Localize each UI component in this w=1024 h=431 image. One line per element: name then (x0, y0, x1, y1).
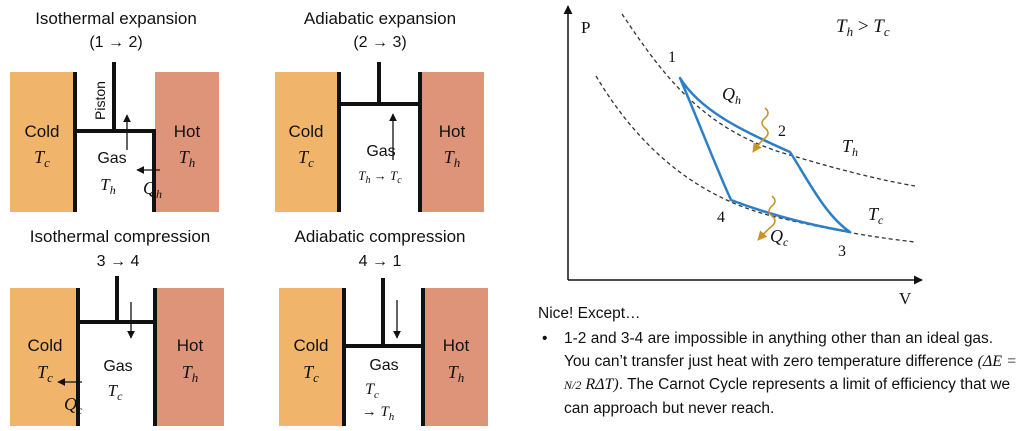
notes-text-b: . The Carnot Cycle represents a limit of… (564, 376, 1011, 417)
cold-label: Cold (289, 122, 324, 141)
hot-label: Hot (177, 336, 204, 355)
isotherm-hot-label: Th (842, 136, 858, 159)
notes: Nice! Except… • 1-2 and 3-4 are impossib… (538, 302, 1018, 420)
gas-temp-target: → Th (362, 404, 395, 423)
temperature-condition: Th > Tc (836, 16, 890, 39)
isotherm-hot (621, 13, 916, 187)
gas-label: Gas (103, 358, 132, 375)
piston-label: Piston (92, 81, 108, 120)
cold-label: Cold (28, 336, 63, 355)
gas-chamber (346, 346, 422, 426)
hot-reservoir (155, 72, 219, 212)
panel-isothermal-compression: Isothermal compression 3 → 4 Cold Tc Hot… (10, 227, 224, 426)
panel-title: Isothermal expansion (35, 9, 197, 28)
gas-chamber (341, 104, 419, 212)
hot-label: Hot (174, 122, 201, 141)
p-axis-label: P (581, 18, 590, 37)
panel-isothermal-expansion: Isothermal expansion (1 → 2) Piston Cold… (10, 9, 219, 212)
gas-label: Gas (366, 143, 395, 160)
cold-label: Cold (25, 122, 60, 141)
bullet-dot: • (542, 330, 548, 347)
notes-bullet: • 1-2 and 3-4 are impossible in anything… (538, 327, 1018, 420)
panel-step: (1 → 2) (89, 34, 142, 51)
point-1: 1 (668, 49, 676, 66)
cold-reservoir (10, 288, 77, 426)
panel-step: 3 → 4 (97, 253, 140, 270)
isotherm-cold (595, 75, 916, 243)
isotherm-cold-label: Tc (868, 204, 884, 227)
point-4: 4 (717, 209, 725, 226)
pv-diagram: P V Th > Tc Th Tc 1 2 3 4 Qh Qc (563, 5, 923, 308)
panel-adiabatic-expansion: Adiabatic expansion (2 → 3) Cold Tc Hot … (275, 9, 484, 212)
heat-out-label: Qc (770, 226, 789, 249)
panel-title: Adiabatic compression (294, 227, 465, 246)
panel-title: Isothermal compression (30, 227, 210, 246)
panel-step: (2 → 3) (353, 34, 406, 51)
v-axis-label: V (899, 289, 912, 308)
hot-label: Hot (443, 336, 470, 355)
hot-label: Hot (439, 122, 466, 141)
panel-title: Adiabatic expansion (304, 9, 456, 28)
hot-reservoir (421, 72, 484, 212)
gas-chamber (76, 131, 153, 212)
carnot-cycle-path (678, 76, 852, 234)
cold-reservoir (275, 72, 338, 212)
notes-text-a: 1-2 and 3-4 are impossible in anything o… (564, 330, 994, 370)
gas-chamber (80, 322, 154, 426)
heat-out-arrow (757, 195, 776, 241)
panel-step: 4 → 1 (359, 253, 402, 270)
panel-adiabatic-compression: Adiabatic compression 4 → 1 Cold Tc Hot … (279, 227, 488, 426)
hot-reservoir (424, 288, 488, 426)
hot-reservoir (156, 288, 224, 426)
cold-reservoir (10, 72, 74, 212)
gas-label: Gas (369, 357, 398, 374)
point-2: 2 (778, 123, 786, 140)
heat-in-arrow (752, 107, 769, 153)
notes-lead: Nice! Except… (538, 305, 641, 322)
cold-reservoir (279, 288, 343, 426)
cold-label: Cold (294, 336, 329, 355)
point-3: 3 (838, 243, 846, 260)
notes-formula: (ΔE = N/2 RΔT) (564, 353, 1017, 393)
gas-label: Gas (97, 150, 126, 167)
heat-in-label: Qh (722, 84, 741, 107)
